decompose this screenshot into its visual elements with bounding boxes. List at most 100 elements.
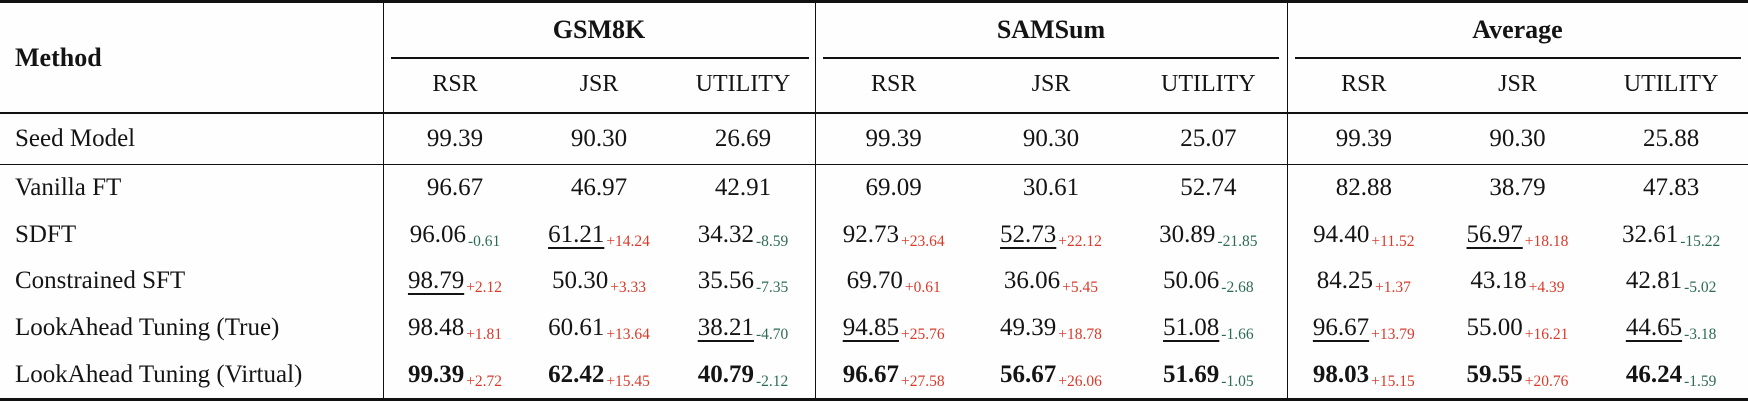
gsm8k-cmidrule bbox=[391, 57, 809, 59]
metric-delta: +2.12 bbox=[466, 279, 503, 297]
table-row: Seed Model 99.39 90.30 26.69 99.39 90.30 25.07… bbox=[0, 114, 1748, 164]
metric-value: 25.88 bbox=[1643, 124, 1700, 152]
metric-value: 56.67 bbox=[1000, 360, 1057, 388]
metric-value: 52.74 bbox=[1180, 174, 1237, 202]
metric-delta: -0.61 bbox=[467, 232, 501, 250]
metric-value: 35.56 bbox=[697, 267, 754, 295]
value-cell: 90.30 bbox=[972, 114, 1129, 164]
metric-value: 94.40 bbox=[1313, 220, 1370, 248]
subheader-row: RSR JSR UTILITY RSR JSR UTILITY RSR JSR … bbox=[0, 57, 1748, 112]
subheader-average-jsr: JSR bbox=[1498, 71, 1537, 97]
subheader-samsum-jsr: JSR bbox=[1031, 71, 1071, 97]
metric-value: 56.97 bbox=[1466, 220, 1523, 248]
metric-value: 98.03 bbox=[1312, 360, 1370, 388]
value-cell: 42.81 -5.02 bbox=[1594, 258, 1748, 305]
bottom-rule bbox=[0, 398, 1748, 401]
metric-value: 36.06 bbox=[1003, 267, 1061, 295]
metric-value: 61.21 bbox=[548, 220, 605, 248]
metric-delta: -1.66 bbox=[1221, 326, 1254, 344]
metric-value: 96.06 bbox=[409, 220, 466, 248]
metric-value: 99.39 bbox=[426, 124, 484, 152]
value-cell: 25.88 bbox=[1594, 114, 1748, 164]
seed-section: Seed Model 99.39 90.30 26.69 99.39 90.30 25.07… bbox=[0, 114, 1748, 164]
method-header: Method bbox=[15, 42, 102, 72]
top-rule bbox=[0, 0, 1748, 3]
metric-delta: +20.76 bbox=[1524, 372, 1569, 390]
method-name: Seed Model bbox=[15, 124, 136, 152]
method-name: Constrained SFT bbox=[15, 267, 186, 295]
metric-value: 96.67 bbox=[426, 174, 484, 202]
value-cell: 25.07 bbox=[1130, 114, 1287, 164]
metric-value: 99.39 bbox=[865, 124, 922, 152]
subheader-gsm8k-jsr: JSR bbox=[579, 71, 619, 97]
value-cell: 38.79 bbox=[1441, 165, 1595, 212]
metric-value: 59.55 bbox=[1466, 360, 1523, 388]
metric-value: 44.65 bbox=[1625, 314, 1683, 342]
metric-value: 30.89 bbox=[1159, 220, 1216, 248]
group-header-average: Average bbox=[1472, 15, 1563, 44]
value-cell: 46.97 bbox=[527, 165, 671, 212]
metric-delta: +15.45 bbox=[606, 372, 650, 390]
metric-value: 60.61 bbox=[548, 314, 605, 342]
metric-value: 99.39 bbox=[1335, 124, 1392, 152]
value-cell: 94.40 +11.52 bbox=[1287, 212, 1441, 259]
metric-value: 46.97 bbox=[570, 174, 628, 202]
value-cell: 98.48 +1.81 bbox=[383, 305, 527, 352]
metric-value: 52.73 bbox=[1000, 220, 1057, 248]
value-cell: 90.30 bbox=[527, 114, 671, 164]
value-cell: 51.08 -1.66 bbox=[1130, 305, 1287, 352]
metric-delta: -3.18 bbox=[1684, 326, 1717, 344]
group-header-gsm8k: GSM8K bbox=[552, 15, 646, 44]
metric-value: 96.67 bbox=[842, 360, 899, 388]
table-row: LookAhead Tuning (True) 98.48 +1.81 60.61 +1… bbox=[0, 305, 1748, 352]
value-cell: 30.89 -21.85 bbox=[1130, 212, 1287, 259]
header-divider bbox=[0, 112, 1748, 114]
value-cell: 49.39 +18.78 bbox=[972, 305, 1129, 352]
metric-value: 26.69 bbox=[714, 124, 772, 152]
vertical-rule-samsum-average bbox=[1287, 3, 1289, 398]
value-cell: 44.65 -3.18 bbox=[1594, 305, 1748, 352]
subheader-average-utility: UTILITY bbox=[1623, 71, 1719, 97]
metric-value: 49.39 bbox=[1000, 314, 1057, 342]
metric-delta: +14.24 bbox=[606, 232, 650, 250]
metric-delta: +1.37 bbox=[1375, 279, 1411, 297]
metric-value: 25.07 bbox=[1180, 124, 1237, 152]
value-cell: 60.61 +13.64 bbox=[527, 305, 671, 352]
subheader-gsm8k-rsr: RSR bbox=[432, 71, 478, 97]
method-name: Vanilla FT bbox=[15, 174, 122, 202]
metric-delta: -1.05 bbox=[1221, 372, 1254, 390]
metric-delta: -7.35 bbox=[755, 279, 789, 297]
metric-delta: +13.79 bbox=[1371, 326, 1415, 344]
metric-value: 84.25 bbox=[1316, 267, 1373, 295]
metric-delta: -2.68 bbox=[1221, 279, 1254, 297]
subheader-samsum-rsr: RSR bbox=[870, 71, 917, 97]
metric-value: 99.39 bbox=[407, 360, 465, 388]
metric-value: 94.85 bbox=[842, 314, 899, 342]
samsum-cmidrule bbox=[823, 57, 1279, 59]
metric-delta: -1.59 bbox=[1684, 372, 1717, 390]
value-cell: 94.85 +25.76 bbox=[815, 305, 972, 352]
value-cell: 56.67 +26.06 bbox=[972, 351, 1129, 398]
value-cell: 47.83 bbox=[1594, 165, 1748, 212]
value-cell: 36.06 +5.45 bbox=[972, 258, 1129, 305]
value-cell: 32.61 -15.22 bbox=[1594, 212, 1748, 259]
metric-delta: +13.64 bbox=[606, 326, 650, 344]
table-row: Constrained SFT 98.79 +2.12 50.30 +3.33 35.56… bbox=[0, 258, 1748, 305]
metric-delta: +5.45 bbox=[1062, 279, 1099, 297]
metric-delta: +26.06 bbox=[1058, 372, 1102, 390]
metric-delta: +18.78 bbox=[1058, 326, 1102, 344]
group-header-samsum: SAMSum bbox=[996, 15, 1106, 44]
value-cell: 96.67 +13.79 bbox=[1287, 305, 1441, 352]
value-cell: 55.00 +16.21 bbox=[1441, 305, 1595, 352]
value-cell: 61.21 +14.24 bbox=[527, 212, 671, 259]
metric-delta: -5.02 bbox=[1684, 279, 1717, 297]
value-cell: 52.74 bbox=[1130, 165, 1287, 212]
metric-delta: +1.81 bbox=[466, 326, 503, 344]
metric-value: 30.61 bbox=[1022, 174, 1080, 202]
metric-value: 69.09 bbox=[865, 174, 922, 202]
metric-value: 38.21 bbox=[697, 314, 754, 342]
value-cell: 38.21 -4.70 bbox=[671, 305, 815, 352]
metric-delta: +15.15 bbox=[1371, 372, 1415, 390]
value-cell: 56.97 +18.18 bbox=[1441, 212, 1595, 259]
value-cell: 35.56 -7.35 bbox=[671, 258, 815, 305]
